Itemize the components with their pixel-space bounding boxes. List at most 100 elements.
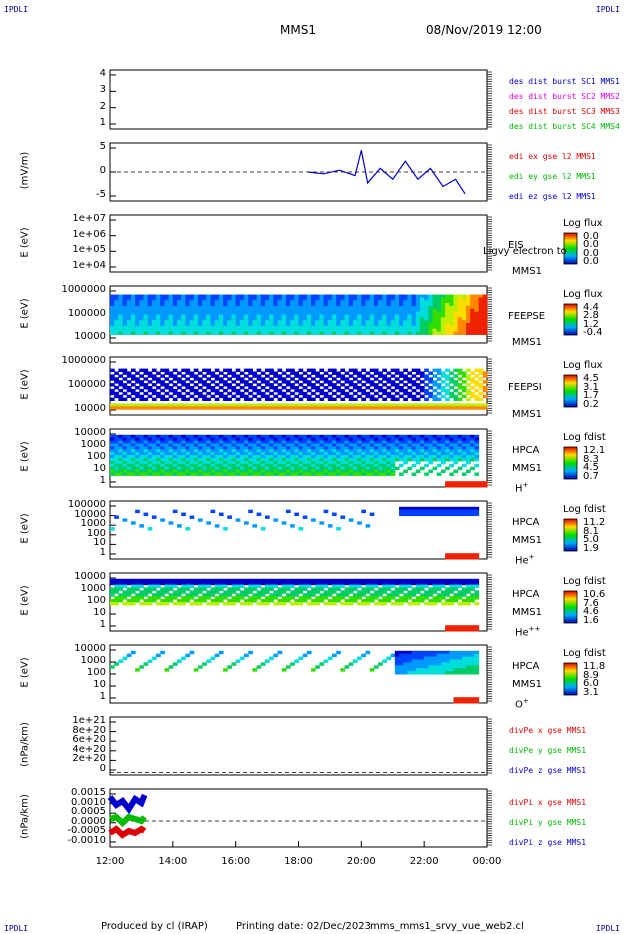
spectrogram-cell: [340, 397, 346, 401]
spectrogram-cell: [302, 331, 308, 335]
spectrogram-cell: [164, 443, 170, 447]
spectrogram-cell: [382, 599, 387, 603]
spectrogram-cell: [361, 314, 367, 318]
spectrogram-cell: [139, 406, 145, 410]
spectrogram-cell: [290, 403, 295, 407]
spectrogram-cell: [352, 331, 358, 335]
spectrogram-cell: [235, 469, 241, 473]
spectrogram-cell: [382, 587, 387, 591]
spectrogram-cell: [336, 599, 341, 603]
spectrogram-cell: [151, 515, 157, 519]
mission-label: MMS1: [512, 409, 542, 420]
spectrogram-cell: [432, 656, 438, 660]
spectrogram-cell: [239, 469, 245, 473]
spectrogram-cell: [256, 305, 262, 310]
spectrogram-cell: [302, 449, 308, 453]
spectrogram-cell: [197, 590, 203, 594]
spectrogram-cell: [474, 659, 480, 663]
spectrogram-cell: [311, 323, 316, 327]
spectrogram-cell: [260, 314, 266, 318]
spectrogram-cell: [315, 469, 320, 473]
spectrogram-cell: [264, 596, 270, 600]
spectrogram-cell: [424, 584, 429, 588]
spectrogram-cell: [231, 386, 237, 390]
spectrogram-cell: [218, 314, 224, 318]
spectrogram-cell: [461, 386, 467, 390]
spectrogram-cell: [118, 460, 124, 465]
spectrogram-cell: [394, 391, 400, 396]
spectrogram-cell: [403, 593, 408, 597]
y-tick-label: 6e+20: [72, 734, 106, 746]
spectrogram-cell: [177, 331, 182, 335]
spectrogram-cell: [419, 512, 425, 516]
spectrogram-cell: [151, 469, 157, 473]
spectrogram-cell: [466, 388, 471, 393]
spectrogram-cell: [390, 469, 396, 473]
spectrogram-cell: [118, 593, 124, 597]
spectrogram-cell: [252, 328, 258, 333]
spectrogram-cell: [344, 403, 350, 407]
spectrogram-cell: [214, 303, 220, 307]
spectrogram-cell: [378, 406, 383, 410]
spectrogram-cell: [294, 305, 299, 310]
spectrogram-cell: [269, 300, 274, 304]
spectrogram-cell: [336, 458, 341, 462]
spectrogram-cell: [214, 587, 220, 591]
spectrogram-cell: [336, 527, 341, 531]
spectrogram-cell: [386, 434, 392, 439]
spectrogram-cell: [227, 308, 232, 313]
spectrogram-cell: [143, 581, 149, 586]
spectrogram-cell: [156, 581, 161, 586]
spectrogram-cell: [336, 578, 341, 583]
spectrogram-cell: [130, 305, 136, 310]
spectrogram-cell: [139, 434, 145, 439]
spectrogram-cell: [110, 368, 115, 372]
spectrogram-cell: [470, 466, 475, 471]
spectrogram-cell: [164, 581, 170, 586]
spectrogram-cell: [223, 328, 228, 333]
spectrogram-cell: [323, 297, 329, 301]
spectrogram-cell: [419, 452, 425, 456]
spectrogram-cell: [277, 581, 283, 586]
spectrogram-cell: [302, 294, 308, 298]
spectrogram-cell: [202, 437, 207, 442]
spectrogram-cell: [474, 443, 480, 447]
y-axis-label: (mV/m): [19, 151, 31, 190]
spectrogram-cell: [147, 311, 153, 315]
spectrogram-cell: [214, 308, 220, 313]
spectrogram-cell: [160, 460, 165, 465]
spectrogram-cell: [461, 300, 467, 304]
spectrogram-cell: [386, 581, 392, 586]
spectrogram-cell: [340, 437, 346, 442]
spectrogram-cell: [424, 659, 429, 663]
spectrogram-cell: [168, 472, 174, 476]
spectrogram-cell: [298, 446, 304, 450]
spectrogram-cell: [256, 294, 262, 298]
spectrogram-cell: [177, 466, 182, 471]
spectrogram-cell: [252, 593, 258, 597]
spectrogram-cell: [185, 437, 191, 442]
spectrogram-cell: [281, 311, 287, 315]
spectrogram-cell: [110, 455, 115, 459]
spectrogram-cell: [206, 593, 212, 597]
spectrogram-cell: [298, 397, 304, 401]
spectrogram-cell: [269, 455, 274, 459]
spectrogram-cell: [114, 394, 119, 399]
spectrogram-cell: [235, 328, 241, 333]
spectrogram-cell: [319, 374, 325, 378]
spectrogram-cell: [130, 388, 136, 393]
spectrogram-cell: [378, 320, 383, 324]
spectrogram-cell: [160, 650, 165, 655]
spectrogram-cell: [457, 509, 463, 514]
spectrogram-cell: [378, 434, 383, 439]
spectrogram-cell: [319, 388, 325, 393]
spectrogram-cell: [147, 469, 153, 473]
spectrogram-cell: [164, 668, 170, 672]
spectrogram-cell: [214, 403, 220, 407]
spectrogram-cell: [126, 317, 132, 321]
spectrogram-cell: [256, 452, 262, 456]
spectrogram-cell: [424, 437, 429, 442]
spectrogram-cell: [344, 593, 350, 597]
spectrogram-cell: [189, 308, 195, 313]
spectrogram-cell: [260, 311, 266, 315]
